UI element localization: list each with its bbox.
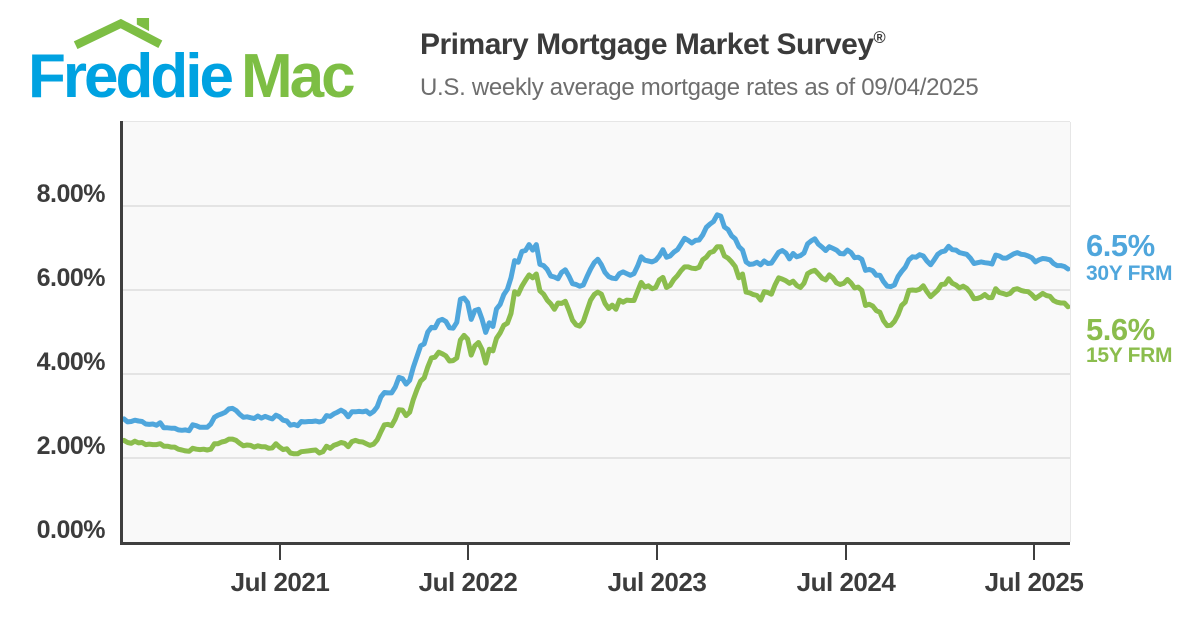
y-axis-label: 8.00%: [36, 180, 106, 208]
x-axis-line: [120, 542, 1070, 545]
x-axis-label: Jul 2024: [796, 567, 896, 597]
rate-15y-value: 5.6%: [1086, 312, 1155, 347]
page-subtitle: U.S. weekly average mortgage rates as of…: [420, 74, 979, 101]
x-axis-tick: [656, 545, 658, 560]
logo-word-freddie: Freddie: [28, 42, 234, 111]
15y-frm-line: [123, 244, 1070, 457]
x-axis-tick: [1033, 545, 1035, 560]
plot-top-border: [123, 121, 1070, 122]
chart-plot-area: [123, 122, 1070, 542]
page-title: Primary Mortgage Market Survey®: [420, 28, 886, 61]
x-axis-label: Jul 2021: [230, 567, 330, 597]
y-axis-label: 0.00%: [36, 516, 106, 544]
freddie-mac-logo: Freddie Mac: [28, 12, 408, 112]
rate-30y-value: 6.5%: [1086, 228, 1155, 263]
logo-word-mac: Mac: [240, 42, 356, 111]
x-axis-label: Jul 2023: [607, 567, 707, 597]
logo-wordmark: Freddie Mac: [28, 42, 356, 112]
rate-30y-name: 30Y FRM: [1086, 262, 1173, 285]
x-axis-label: Jul 2022: [418, 567, 518, 597]
y-axis-label: 4.00%: [36, 348, 106, 376]
x-axis-tick: [845, 545, 847, 560]
x-axis-tick: [279, 545, 281, 560]
rate-lines-chart: [123, 205, 1070, 459]
registered-trademark: ®: [873, 29, 886, 47]
house-roof-icon: [73, 17, 163, 49]
y-axis-label: 2.00%: [36, 432, 106, 460]
x-axis-tick: [467, 545, 469, 560]
plot-right-border: [1070, 122, 1071, 542]
y-axis-label: 6.00%: [36, 264, 106, 292]
y-axis-line: [120, 121, 123, 545]
30y-frm-line: [123, 212, 1070, 434]
rate-15y-name: 15Y FRM: [1086, 344, 1173, 367]
x-axis-label: Jul 2025: [984, 567, 1084, 597]
